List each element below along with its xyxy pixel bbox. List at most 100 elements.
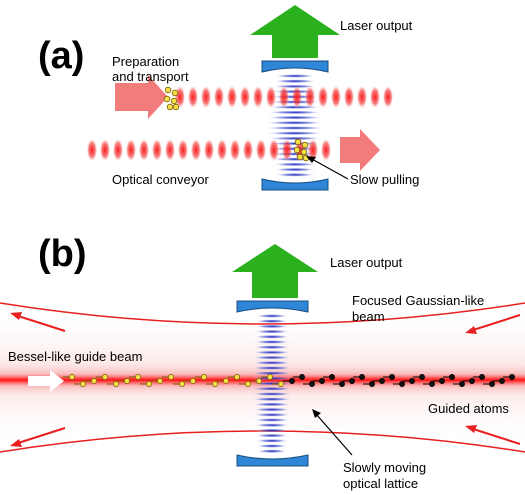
atom — [278, 381, 284, 387]
beam-fringe — [177, 138, 189, 162]
lattice-fringe — [255, 444, 289, 448]
atom-cluster-transport — [163, 86, 180, 111]
beam-fringe — [242, 138, 254, 162]
atom — [339, 381, 345, 387]
focused-beam-arrows — [10, 312, 521, 447]
beam-fringe — [330, 85, 342, 109]
beam-fringe — [99, 138, 111, 162]
bessel-beam-label: Bessel-like guide beam — [8, 349, 142, 364]
slow-pulling-arrowhead-icon — [306, 156, 316, 163]
lattice-fringe — [273, 167, 317, 172]
beam-fringe — [200, 85, 212, 109]
lattice-fringe — [250, 371, 294, 376]
lattice-fringe — [256, 449, 288, 454]
beam-fringe — [304, 85, 316, 109]
lattice-fringe — [273, 79, 317, 84]
lattice-fringe — [251, 397, 293, 402]
lattice-fringe — [252, 407, 292, 412]
slow-pulling-pointer — [309, 157, 349, 180]
beam-fringe — [320, 138, 332, 162]
arrow-upper-right-icon — [465, 326, 477, 334]
atom — [359, 374, 365, 380]
beam-fringe — [281, 138, 293, 162]
beam-fringe — [252, 85, 264, 109]
atom — [289, 378, 295, 384]
atom — [212, 381, 218, 387]
atom — [449, 374, 455, 380]
cavity-standing-wave-b — [250, 314, 294, 454]
beam-fringe — [226, 85, 238, 109]
lattice-fringe — [254, 433, 290, 438]
beam-fringe — [190, 138, 202, 162]
lattice-label-line2: optical lattice — [343, 476, 418, 491]
atom — [168, 374, 174, 380]
atom — [157, 378, 163, 384]
lattice-fringe — [266, 131, 324, 136]
atom — [469, 378, 475, 384]
beam-fringe — [268, 138, 280, 162]
panel-a: (a) Laser output Preparation and transpo… — [38, 5, 419, 191]
atom — [329, 374, 335, 380]
atom — [459, 381, 465, 387]
guided-atoms-label: Guided atoms — [428, 401, 509, 416]
beam-fringe — [203, 138, 215, 162]
slow-pulling-label: Slow pulling — [350, 172, 419, 187]
atom — [300, 148, 308, 156]
lattice-fringe — [252, 355, 292, 360]
panel-a-letter: (a) — [38, 35, 84, 77]
beam-fringe — [187, 85, 199, 109]
guide-input-arrow-icon — [28, 370, 64, 392]
beam-fringe — [112, 138, 124, 162]
lattice-fringe — [266, 115, 324, 120]
lattice-fringe — [252, 412, 292, 417]
lattice-fringe — [272, 162, 318, 167]
atom — [489, 381, 495, 387]
laser-output-arrow-icon — [250, 5, 340, 58]
beam-fringe — [216, 138, 228, 162]
preparation-label-line2: and transport — [112, 69, 189, 84]
atom — [234, 374, 240, 380]
lattice-fringe — [274, 74, 316, 78]
lattice-fringe — [252, 350, 292, 355]
atom — [389, 374, 395, 380]
atom — [309, 381, 315, 387]
lattice-fringe — [253, 418, 291, 422]
lattice-pointer — [315, 413, 353, 456]
lattice-fringe — [274, 172, 316, 177]
atom — [146, 381, 152, 387]
lattice-fringe — [265, 126, 325, 130]
beam-fringe — [125, 138, 137, 162]
atom — [245, 381, 251, 387]
lattice-fringe — [254, 324, 290, 329]
lattice-fringe — [252, 402, 292, 407]
atom — [201, 374, 207, 380]
arrow-upper-left-icon — [10, 312, 22, 320]
atom — [509, 374, 515, 380]
input-arrow-a-icon — [115, 75, 168, 119]
beam-fringe — [255, 138, 267, 162]
transport-beam-a — [174, 85, 394, 109]
preparation-label-line1: Preparation — [112, 54, 179, 69]
atom — [301, 141, 309, 149]
beam-fringe — [265, 85, 277, 109]
atom — [102, 374, 108, 380]
lattice-fringe — [254, 428, 290, 433]
atom — [80, 381, 86, 387]
focused-beam-label-line1: Focused Gaussian-like — [352, 293, 484, 308]
beam-fringe — [291, 85, 303, 109]
gaussian-beam-upper-edge — [0, 302, 525, 325]
beam-fringe — [213, 85, 225, 109]
lattice-fringe — [252, 345, 292, 350]
top-mirror-a — [261, 60, 329, 73]
lattice-fringe — [267, 136, 323, 141]
atom — [171, 89, 179, 97]
atom — [170, 97, 178, 105]
atom — [369, 381, 375, 387]
lattice-fringe — [251, 360, 293, 365]
atom — [190, 378, 196, 384]
atom — [256, 378, 262, 384]
lattice-fringe — [255, 438, 289, 443]
focused-beam-label-line2: beam — [352, 309, 385, 324]
lattice-fringe — [255, 314, 289, 318]
